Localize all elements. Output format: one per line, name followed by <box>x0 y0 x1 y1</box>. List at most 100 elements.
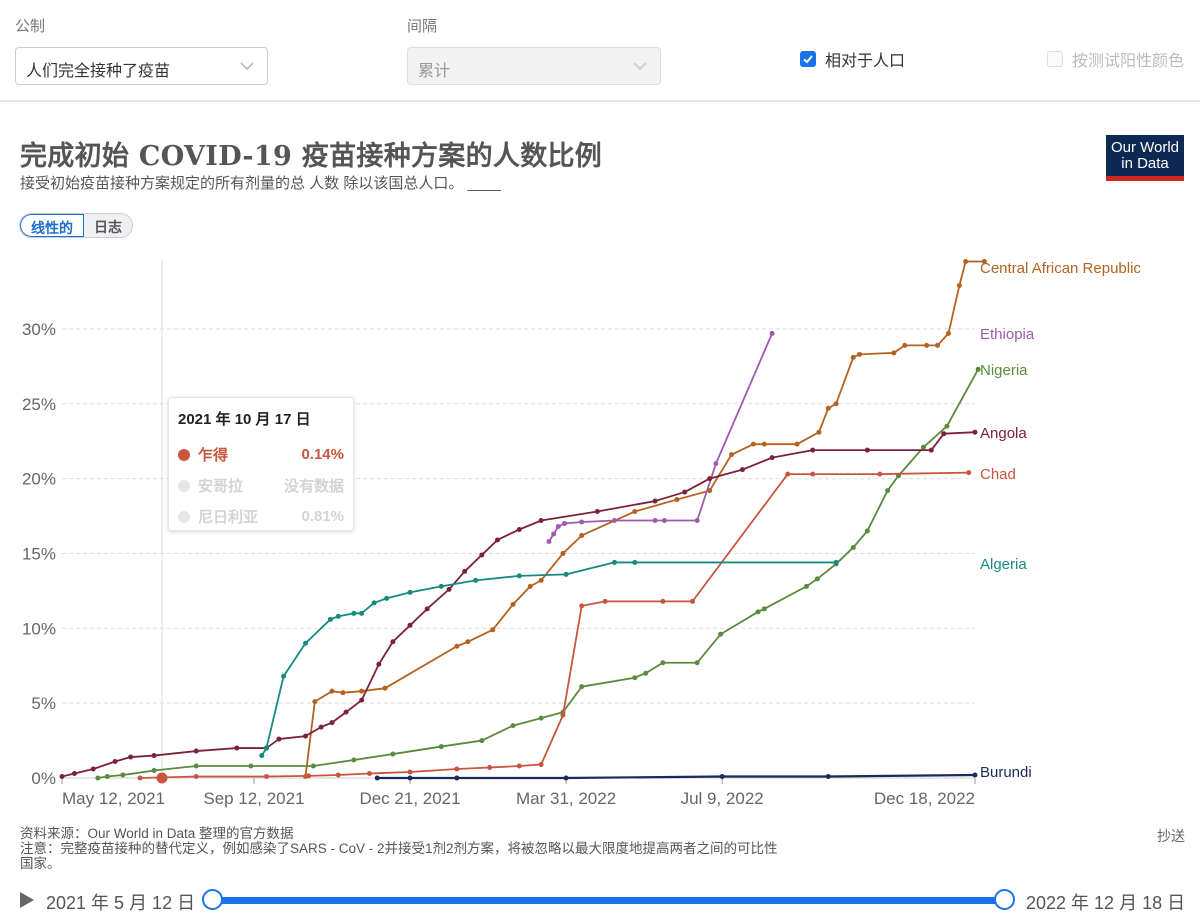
data-point <box>59 774 65 780</box>
owid-logo[interactable]: Our World in Data <box>1106 135 1184 181</box>
line-chart[interactable]: 0% 5% 10% 15% 20% 25% 30% May 12, 2021 Sep 12, … <box>0 250 1200 810</box>
series-label[interactable]: Burundi <box>980 764 1032 781</box>
data-point <box>454 643 460 649</box>
data-point <box>661 518 667 524</box>
series-label[interactable]: Algeria <box>980 556 1027 573</box>
checkbox-unchecked-icon[interactable] <box>1047 51 1063 67</box>
timeline: 2021 年 5 月 12 日 2022 年 12 月 18 日 <box>0 884 1200 916</box>
data-point <box>71 771 77 777</box>
data-point <box>359 610 365 616</box>
data-point <box>563 571 569 577</box>
data-point <box>652 518 658 524</box>
series-line[interactable] <box>97 368 979 779</box>
logo-line1: Our World <box>1110 139 1180 156</box>
tooltip-value: 没有数据 <box>283 478 344 495</box>
data-point <box>359 688 365 694</box>
series-line[interactable] <box>304 260 985 777</box>
data-point <box>690 598 696 604</box>
play-icon[interactable] <box>20 892 34 908</box>
data-point <box>825 774 831 780</box>
data-point <box>479 738 485 744</box>
data-point <box>516 573 522 579</box>
series-label[interactable]: Angola <box>980 425 1027 442</box>
checkbox-checked-icon[interactable] <box>800 51 816 67</box>
scale-log-button[interactable]: 日志 <box>84 214 132 237</box>
data-point <box>935 342 941 348</box>
series-line[interactable] <box>261 561 837 757</box>
data-point <box>803 583 809 589</box>
series-label[interactable]: Central African Republic <box>980 260 1141 277</box>
timeline-start-handle[interactable] <box>202 889 223 910</box>
data-point <box>761 441 767 447</box>
series-labels[interactable]: Central African Republic Ethiopia Nigeria A… <box>980 260 1141 781</box>
x-tick-label: May 12, 2021 <box>62 789 165 808</box>
timeline-end-handle[interactable] <box>994 889 1015 910</box>
data-point <box>390 639 396 645</box>
data-point <box>660 598 666 604</box>
y-tick-label: 10% <box>22 619 56 638</box>
data-point <box>90 766 96 772</box>
data-point <box>941 431 947 437</box>
data-point <box>516 763 522 769</box>
metric-select[interactable]: 人们完全接种了疫苗 <box>15 47 268 85</box>
scale-linear-button[interactable]: 线性的 <box>20 214 84 237</box>
data-point <box>707 476 713 482</box>
series-label[interactable]: Nigeria <box>980 362 1028 379</box>
series-label[interactable]: Chad <box>980 466 1016 483</box>
controls-bar: 公制 人们完全接种了疫苗 间隔 累计 相对于人口 按测试阳性颜色 <box>0 0 1200 102</box>
data-point <box>750 441 756 447</box>
series-label[interactable]: Ethiopia <box>980 326 1035 343</box>
data-point <box>374 775 380 781</box>
series-line[interactable] <box>140 471 969 779</box>
series-line[interactable] <box>61 431 976 778</box>
y-tick-label: 15% <box>22 544 56 563</box>
data-point <box>473 577 479 583</box>
data-point <box>359 697 365 703</box>
series-ethiopia[interactable] <box>546 330 775 544</box>
series-lines[interactable] <box>59 259 987 781</box>
data-point <box>465 639 471 645</box>
y-tick-label: 0% <box>31 769 56 788</box>
series-nigeria[interactable] <box>95 366 981 781</box>
data-point <box>833 559 839 565</box>
data-point <box>487 765 493 771</box>
share-link[interactable]: 抄送 <box>1157 828 1185 844</box>
timeline-track[interactable] <box>212 897 1006 904</box>
data-point <box>928 447 934 453</box>
note-text-cont: 国家。 <box>20 856 61 871</box>
interval-select[interactable]: 累计 <box>407 47 661 85</box>
data-point <box>329 720 335 726</box>
chart-title: 完成初始 COVID-19 疫苗接种方案的人数比例 <box>20 141 603 172</box>
data-point <box>343 709 349 715</box>
data-point <box>694 660 700 666</box>
data-point <box>454 766 460 772</box>
series-algeria[interactable] <box>259 559 839 759</box>
data-point <box>263 745 269 751</box>
data-point <box>560 712 566 718</box>
data-point <box>351 757 357 763</box>
data-point <box>494 537 500 543</box>
data-point <box>981 259 987 265</box>
data-point <box>454 775 460 781</box>
tooltip-value: 0.14% <box>301 446 344 463</box>
series-dot-icon <box>178 510 190 523</box>
data-point <box>785 471 791 477</box>
data-point <box>902 342 908 348</box>
data-point <box>594 509 600 515</box>
data-point <box>276 736 282 742</box>
series-chad[interactable] <box>137 470 972 781</box>
data-point <box>944 423 950 429</box>
data-point <box>376 661 382 667</box>
color-by-test-positivity-label: 按测试阳性颜色 <box>1072 53 1185 70</box>
data-point <box>816 429 822 435</box>
series-central-african-republic[interactable] <box>302 259 987 780</box>
data-point <box>390 751 396 757</box>
series-burundi[interactable] <box>374 772 978 781</box>
series-line[interactable] <box>548 333 773 542</box>
data-point <box>335 613 341 619</box>
timeline-start-date: 2021 年 5 月 12 日 <box>46 893 196 913</box>
color-by-test-positivity-checkbox[interactable]: 按测试阳性颜色 <box>1047 47 1184 71</box>
relative-to-population-checkbox[interactable]: 相对于人口 <box>800 47 905 71</box>
data-point <box>510 723 516 729</box>
data-point <box>643 670 649 676</box>
